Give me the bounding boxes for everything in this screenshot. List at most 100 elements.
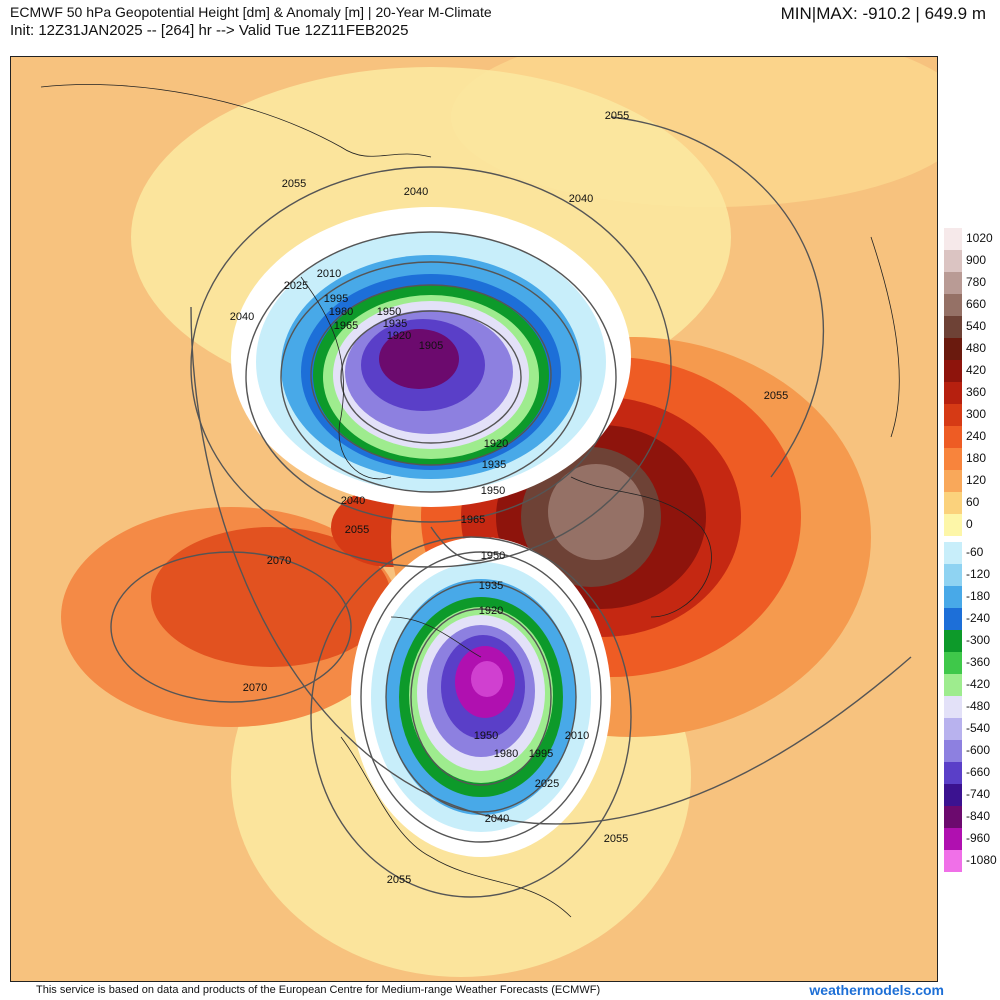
legend-label: 360 (966, 385, 987, 399)
legend-swatch (944, 316, 962, 338)
legend-label: -240 (966, 611, 991, 625)
legend-swatch (944, 586, 962, 608)
legend-swatch (944, 784, 962, 806)
contour-label: 1920 (479, 605, 503, 617)
contour-label: 1965 (334, 320, 358, 332)
chart-subtitle: Init: 12Z31JAN2025 -- [264] hr --> Valid… (10, 22, 409, 39)
contour-label: 1935 (479, 580, 503, 592)
legend-label: 780 (966, 275, 987, 289)
contour-label: 2040 (404, 186, 428, 198)
chart-title: ECMWF 50 hPa Geopotential Height [dm] & … (10, 4, 492, 20)
legend-label: -300 (966, 633, 991, 647)
legend-swatch (944, 294, 962, 316)
contour-label: 1905 (419, 340, 443, 352)
legend-swatch (944, 608, 962, 630)
legend-label: 480 (966, 341, 987, 355)
legend-swatch (944, 630, 962, 652)
legend-swatch (944, 492, 962, 514)
legend-label: -420 (966, 677, 991, 691)
contour-label: 2070 (243, 682, 267, 694)
contour-label: 2040 (230, 311, 254, 323)
contour-label: 2010 (317, 268, 341, 280)
legend-swatch (944, 696, 962, 718)
contour-label: 2025 (284, 280, 308, 292)
legend-swatch (944, 806, 962, 828)
contour-label: 2070 (267, 555, 291, 567)
contour-label: 1920 (387, 330, 411, 342)
contour-label: 2040 (341, 495, 365, 507)
legend-label: -480 (966, 699, 991, 713)
legend-label: -60 (966, 545, 984, 559)
contour-label: 1980 (329, 306, 353, 318)
anomaly-field (61, 57, 937, 977)
contour-label: 1965 (461, 514, 485, 526)
contour-label: 1950 (481, 485, 505, 497)
legend-label: 180 (966, 451, 987, 465)
legend-label: -740 (966, 787, 991, 801)
min-max-readout: MIN|MAX: -910.2 | 649.9 m (780, 4, 986, 23)
contour-label: 1995 (529, 748, 553, 760)
legend-label: 0 (966, 517, 973, 531)
legend-swatch (944, 514, 962, 536)
contour-label: 2055 (604, 833, 628, 845)
contour-label: 1950 (481, 550, 505, 562)
legend-label: 420 (966, 363, 987, 377)
legend-swatch (944, 828, 962, 850)
legend-swatch (944, 718, 962, 740)
contour-label: 2055 (764, 390, 788, 402)
legend-swatch (944, 360, 962, 382)
legend-swatch (944, 382, 962, 404)
height-contours (110, 116, 912, 898)
legend-label: -600 (966, 743, 991, 757)
legend-label: -180 (966, 589, 991, 603)
map-panel: 2055 2040 2040 2055 2010 2025 1995 1980 1950 1935… (10, 56, 938, 982)
legend-swatch (944, 674, 962, 696)
contour-label: 2055 (387, 874, 411, 886)
legend-label: 660 (966, 297, 987, 311)
contour-label: 2040 (485, 813, 509, 825)
contour-label: 2040 (569, 193, 593, 205)
legend-label: 240 (966, 429, 987, 443)
legend-label: 300 (966, 407, 987, 421)
legend-label: -960 (966, 831, 991, 845)
coastlines (40, 84, 900, 918)
legend-label: -1080 (966, 853, 997, 867)
legend-label: 540 (966, 319, 987, 333)
contour-label: 1980 (494, 748, 518, 760)
legend-swatch (944, 272, 962, 294)
legend-label: 1020 (966, 231, 993, 245)
legend-swatch (944, 470, 962, 492)
contour-label: 1995 (324, 293, 348, 305)
legend-swatch (944, 250, 962, 272)
contour-label: 2055 (282, 178, 306, 190)
legend-label: -540 (966, 721, 991, 735)
legend-label: 900 (966, 253, 987, 267)
legend-swatch (944, 426, 962, 448)
legend-swatch (944, 740, 962, 762)
legend-label: -120 (966, 567, 991, 581)
legend-swatch (944, 564, 962, 586)
legend-swatch (944, 338, 962, 360)
legend-label: 60 (966, 495, 980, 509)
contour-label: 2055 (605, 110, 629, 122)
contour-label: 1950 (474, 730, 498, 742)
contour-label: 2025 (535, 778, 559, 790)
anomaly-color-legend: 1020 900 780 660 540 480 420 360 300 240 180 120 60 0… (944, 228, 1000, 872)
legend-label: -360 (966, 655, 991, 669)
legend-label: 120 (966, 473, 987, 487)
legend-swatch (944, 448, 962, 470)
credit-footer: This service is based on data and produc… (36, 984, 601, 996)
legend-swatch (944, 404, 962, 426)
legend-swatch (944, 542, 962, 564)
contour-label: 1920 (484, 438, 508, 450)
legend-swatch (944, 652, 962, 674)
contour-label: 2055 (345, 524, 369, 536)
contour-label: 1935 (482, 459, 506, 471)
legend-label: -840 (966, 809, 991, 823)
contour-label: 1950 (377, 306, 401, 318)
legend-swatch (944, 228, 962, 250)
legend-label: -660 (966, 765, 991, 779)
brand-link[interactable]: weathermodels.com (809, 982, 944, 998)
